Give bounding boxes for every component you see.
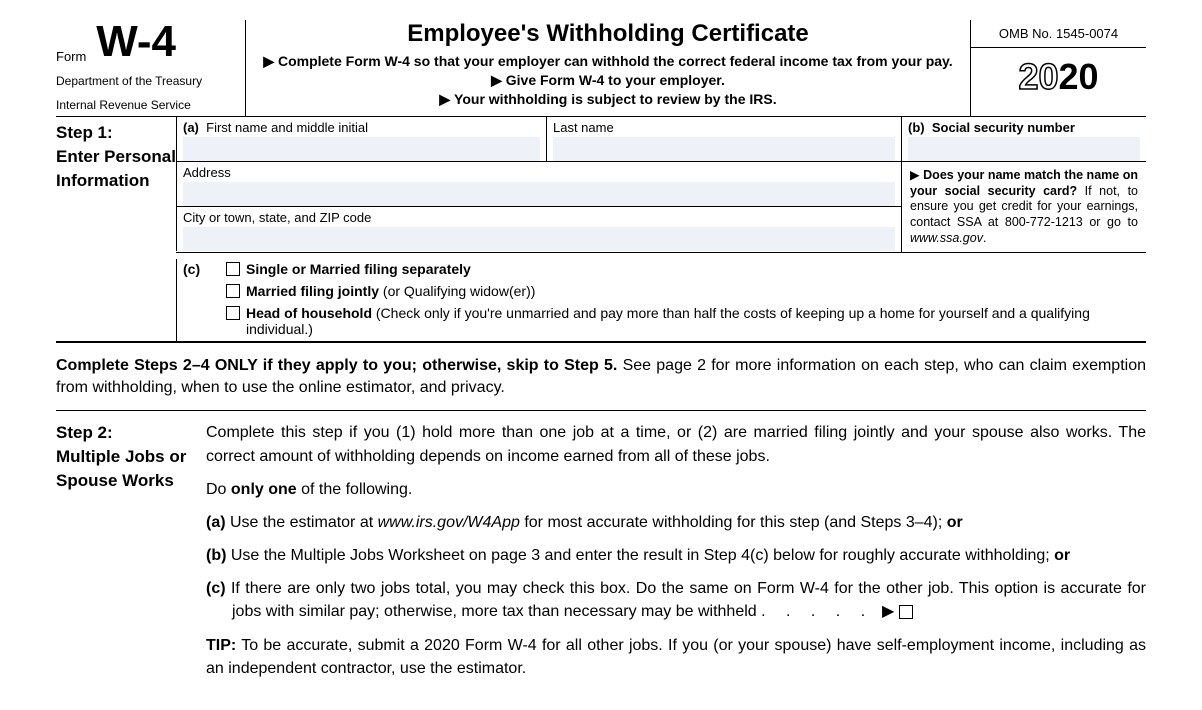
step-2: Step 2: Multiple Jobs or Spouse Works Co… <box>56 411 1146 690</box>
address-input[interactable] <box>183 182 895 206</box>
step-1-label: Step 1: Enter Personal Information <box>56 117 176 341</box>
step-2-body: Complete this step if you (1) hold more … <box>206 421 1146 690</box>
form-id-cell: Form W-4 Department of the Treasury Inte… <box>56 20 246 116</box>
c-label: (c) <box>176 259 226 341</box>
checkbox-married-joint[interactable] <box>226 284 240 298</box>
step2-do-one: Do only one of the following. <box>206 478 1146 501</box>
checkbox-single[interactable] <box>226 262 240 276</box>
complete-steps-note: Complete Steps 2–4 ONLY if they apply to… <box>56 342 1146 411</box>
form-header: Form W-4 Department of the Treasury Inte… <box>56 20 1146 117</box>
step-1-fields: (a) First name and middle initial Last n… <box>176 117 1146 341</box>
instruction-3: ▶ Your withholding is subject to review … <box>256 90 960 109</box>
step2-option-c: (c) If there are only two jobs total, yo… <box>206 577 1146 623</box>
form-word: Form <box>56 49 86 64</box>
checkbox-head-household[interactable] <box>226 306 240 320</box>
filing-options: Single or Married filing separately Marr… <box>226 259 1146 341</box>
form-number: W-4 <box>96 20 176 64</box>
name-row: (a) First name and middle initial Last n… <box>176 117 1146 162</box>
last-name-box: Last name <box>546 117 901 161</box>
step-2-label: Step 2: Multiple Jobs or Spouse Works <box>56 421 206 690</box>
ssn-box: (b) Social security number <box>901 117 1146 161</box>
first-name-input[interactable] <box>183 137 540 161</box>
last-name-input[interactable] <box>553 137 895 161</box>
step2-option-b: (b) Use the Multiple Jobs Worksheet on p… <box>206 544 1146 567</box>
dept-line-2: Internal Revenue Service <box>56 98 245 112</box>
step-1: Step 1: Enter Personal Information (a) F… <box>56 117 1146 342</box>
dept-line-1: Department of the Treasury <box>56 74 245 88</box>
form-title: Employee's Withholding Certificate <box>256 20 960 48</box>
address-ssn-row: Address City or town, state, and ZIP cod… <box>176 162 1146 252</box>
step2-option-a: (a) Use the estimator at www.irs.gov/W4A… <box>206 511 1146 534</box>
checkbox-two-jobs[interactable] <box>899 605 913 619</box>
city-box: City or town, state, and ZIP code <box>176 207 901 251</box>
omb-number: OMB No. 1545-0074 <box>971 20 1146 48</box>
year-cell: OMB No. 1545-0074 2020 <box>971 20 1146 116</box>
filing-status-row: (c) Single or Married filing separately … <box>176 252 1146 341</box>
address-column: Address City or town, state, and ZIP cod… <box>176 162 901 252</box>
first-name-box: (a) First name and middle initial <box>176 117 546 161</box>
address-box: Address <box>176 162 901 207</box>
filing-single: Single or Married filing separately <box>226 259 1146 281</box>
tax-year: 2020 <box>971 56 1146 98</box>
instruction-2: ▶ Give Form W-4 to your employer. <box>256 71 960 90</box>
filing-married-joint: Married filing jointly (or Qualifying wi… <box>226 281 1146 303</box>
title-cell: Employee's Withholding Certificate ▶ Com… <box>246 20 971 116</box>
step2-tip: TIP: To be accurate, submit a 2020 Form … <box>206 634 1146 680</box>
city-input[interactable] <box>183 227 895 251</box>
ssn-input[interactable] <box>908 137 1140 161</box>
filing-head-household: Head of household (Check only if you're … <box>226 303 1146 341</box>
step2-intro: Complete this step if you (1) hold more … <box>206 421 1146 467</box>
ssn-note: ▶ Does your name match the name on your … <box>901 162 1146 252</box>
instruction-1: ▶ Complete Form W-4 so that your employe… <box>256 52 960 71</box>
